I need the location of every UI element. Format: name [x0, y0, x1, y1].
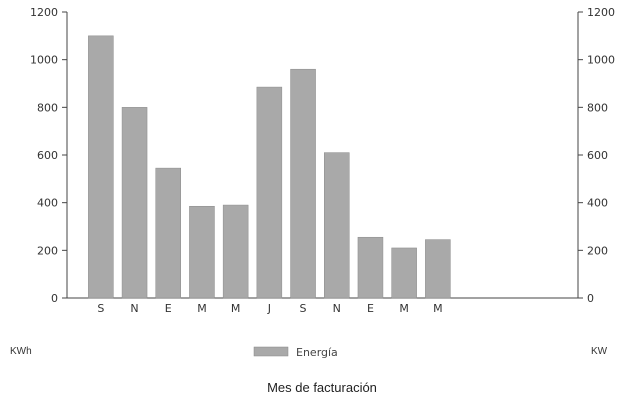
category-label: M	[433, 302, 443, 315]
category-label: N	[333, 302, 341, 315]
left-tick-label: 800	[37, 101, 58, 114]
bar	[121, 107, 148, 299]
bar	[425, 239, 451, 299]
bar	[391, 247, 417, 299]
category-label: M	[197, 302, 207, 315]
right-tick-label: 800	[587, 101, 608, 114]
bars	[88, 35, 451, 299]
left-tick-label: 200	[37, 244, 58, 257]
legend-label: Energía	[296, 346, 338, 359]
category-label: M	[231, 302, 241, 315]
bar	[88, 35, 114, 299]
right-axis-ticks: 0 200 400 600 800 1000 1200	[578, 6, 615, 305]
bar	[357, 236, 384, 299]
category-label: S	[300, 302, 307, 315]
category-label: M	[399, 302, 409, 315]
category-label: N	[130, 302, 138, 315]
right-tick-label: 600	[587, 149, 608, 162]
category-label: E	[367, 302, 374, 315]
category-label: S	[97, 302, 104, 315]
left-tick-label: 400	[37, 197, 58, 210]
right-tick-label: 0	[587, 292, 594, 305]
left-tick-label: 1200	[30, 6, 58, 19]
left-axis-ticks: 0 200 400 600 800 1000 1200	[30, 6, 67, 305]
x-axis-title: Mes de facturación	[267, 380, 377, 395]
bar	[290, 68, 316, 299]
left-unit-label: KWh	[10, 346, 32, 357]
right-unit-label: KW	[591, 346, 608, 357]
bar	[189, 205, 215, 299]
right-tick-label: 400	[587, 197, 608, 210]
bar	[155, 167, 181, 299]
category-label: J	[267, 302, 271, 315]
bar	[256, 86, 283, 299]
legend-swatch	[253, 346, 289, 357]
right-tick-label: 200	[587, 244, 608, 257]
bar	[324, 152, 350, 299]
left-tick-label: 600	[37, 149, 58, 162]
left-tick-label: 0	[51, 292, 58, 305]
right-tick-label: 1000	[587, 54, 615, 67]
bar	[222, 204, 249, 299]
right-tick-label: 1200	[587, 6, 615, 19]
left-tick-label: 1000	[30, 54, 58, 67]
category-label: E	[165, 302, 172, 315]
